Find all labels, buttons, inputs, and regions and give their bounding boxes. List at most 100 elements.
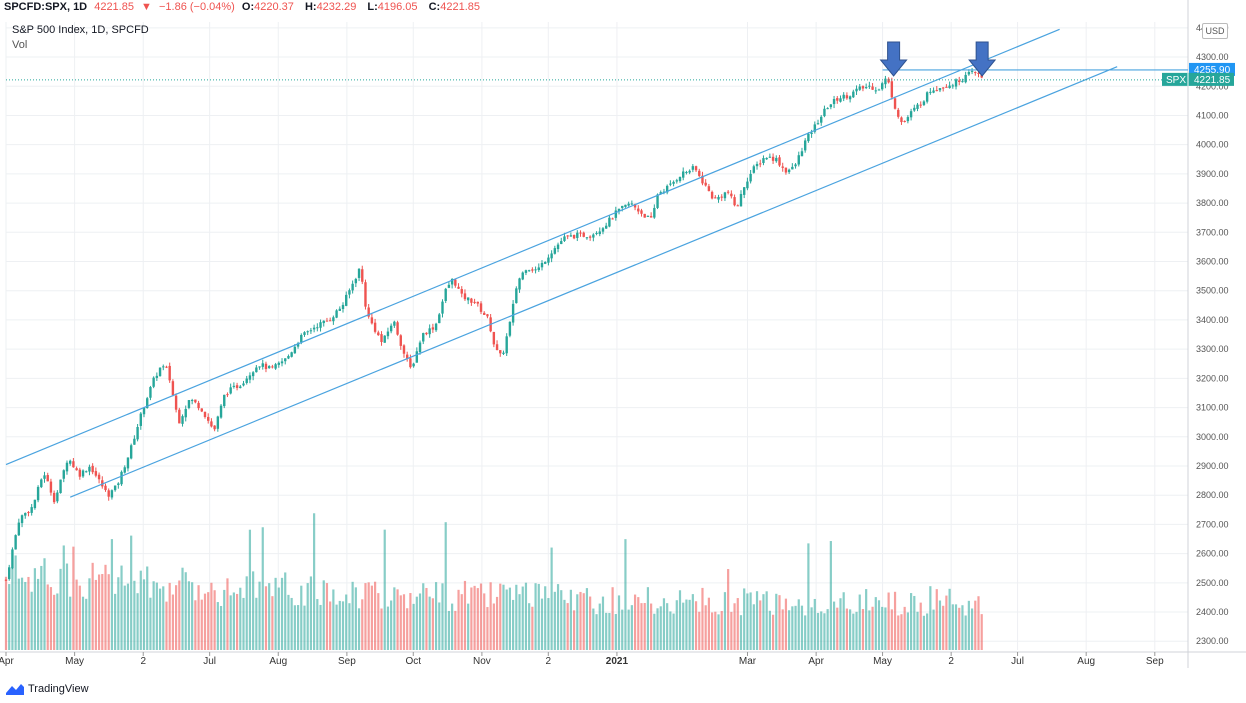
- candle-body: [816, 123, 820, 125]
- candle-body: [386, 331, 390, 337]
- candle-body: [537, 267, 540, 271]
- price-change: −1.86 (−0.04%): [158, 1, 235, 13]
- candle-body: [492, 331, 496, 345]
- candle-body: [332, 317, 335, 322]
- candle-body: [486, 314, 489, 317]
- candle-body: [361, 269, 364, 282]
- volume-bar: [595, 614, 598, 650]
- candle-body: [300, 335, 303, 343]
- volume-bar: [332, 589, 335, 650]
- candle-body: [357, 268, 361, 278]
- volume-bar: [277, 587, 280, 650]
- volume-bar: [505, 589, 508, 650]
- volume-bar: [17, 578, 20, 650]
- candle-body: [499, 350, 502, 354]
- candle-body: [637, 208, 640, 212]
- candle-body: [723, 192, 727, 199]
- symbol-label[interactable]: SPCFD:SPX, 1D: [4, 1, 88, 13]
- candle-body: [213, 425, 216, 430]
- volume-bar: [158, 588, 162, 650]
- volume-bar: [117, 577, 120, 650]
- candle-body: [52, 492, 56, 503]
- candle-body: [730, 193, 733, 197]
- volume-bar: [698, 611, 701, 650]
- volume-bar: [736, 598, 739, 650]
- volume-bar: [97, 574, 101, 650]
- candle-body: [68, 460, 72, 464]
- volume-bar: [36, 578, 40, 650]
- candle-body: [954, 79, 958, 87]
- volume-bar: [386, 606, 390, 650]
- volume-bar: [512, 599, 515, 650]
- candle-body: [592, 234, 595, 238]
- tradingview-icon: [6, 684, 24, 695]
- volume-bar: [566, 603, 569, 650]
- candle-body: [117, 483, 120, 485]
- volume-bar: [46, 584, 49, 650]
- candle-body: [861, 86, 865, 89]
- candle-body: [444, 288, 447, 301]
- volume-bar: [479, 583, 483, 650]
- candle-body: [312, 327, 316, 330]
- candle-body: [483, 312, 486, 315]
- candle-body: [951, 85, 955, 87]
- currency-button[interactable]: USD: [1202, 23, 1228, 39]
- volume-bar: [43, 558, 46, 650]
- volume-bar: [531, 606, 534, 650]
- volume-bar: [614, 614, 617, 650]
- candle-body: [958, 80, 961, 82]
- volume-bar: [467, 603, 470, 650]
- volume-bar: [752, 604, 755, 650]
- tradingview-logo[interactable]: TradingView: [6, 681, 89, 697]
- volume-bar: [781, 609, 784, 650]
- candle-body: [694, 166, 698, 171]
- candle-body: [441, 301, 444, 314]
- volume-bar: [104, 564, 107, 650]
- volume-bar: [977, 596, 980, 650]
- volume-bar: [534, 583, 537, 650]
- volume-bar: [184, 572, 187, 650]
- candle-body: [698, 170, 701, 176]
- candle-body: [771, 156, 775, 161]
- candle-body: [181, 416, 184, 424]
- volume-bar: [797, 599, 800, 650]
- volume-bar: [24, 581, 27, 650]
- y-tick-label: 3100.00: [1196, 403, 1229, 413]
- volume-bar: [550, 547, 553, 650]
- volume-bar: [624, 539, 627, 650]
- volume-bar: [816, 612, 820, 650]
- volume-bar: [120, 565, 123, 650]
- candle-body: [929, 91, 932, 93]
- candle-body: [88, 466, 91, 472]
- volume-bar: [720, 610, 723, 650]
- candle-body: [149, 387, 152, 398]
- candle-body: [941, 87, 945, 89]
- volume-bar: [85, 598, 88, 650]
- close-value: C:4221.85: [428, 1, 480, 13]
- open-value: O:4220.37: [241, 1, 294, 13]
- volume-bar: [11, 567, 14, 650]
- candle-body: [569, 235, 573, 237]
- volume-bar: [528, 603, 531, 650]
- candle-body: [505, 336, 508, 354]
- candle-body: [614, 210, 618, 218]
- volume-bar: [81, 596, 85, 650]
- volume-label[interactable]: Vol: [12, 39, 28, 51]
- volume-bar: [515, 584, 518, 650]
- volume-bar: [142, 579, 146, 650]
- candle-body: [473, 301, 476, 303]
- down-triangle-icon: ▼: [141, 1, 152, 13]
- volume-bar: [666, 603, 669, 650]
- x-tick-label: Mar: [739, 656, 757, 667]
- candle-body: [242, 383, 245, 386]
- volume-bar: [739, 615, 743, 650]
- x-tick-label: Jul: [1011, 656, 1024, 667]
- candle-body: [556, 244, 560, 250]
- volume-bar: [688, 599, 691, 650]
- volume-bar: [110, 539, 114, 650]
- chart-title[interactable]: S&P 500 Index, 1D, SPCFD: [12, 24, 149, 36]
- y-tick-label: 2900.00: [1196, 461, 1229, 471]
- x-tick-label: Aug: [1077, 656, 1095, 667]
- candles: [4, 67, 983, 581]
